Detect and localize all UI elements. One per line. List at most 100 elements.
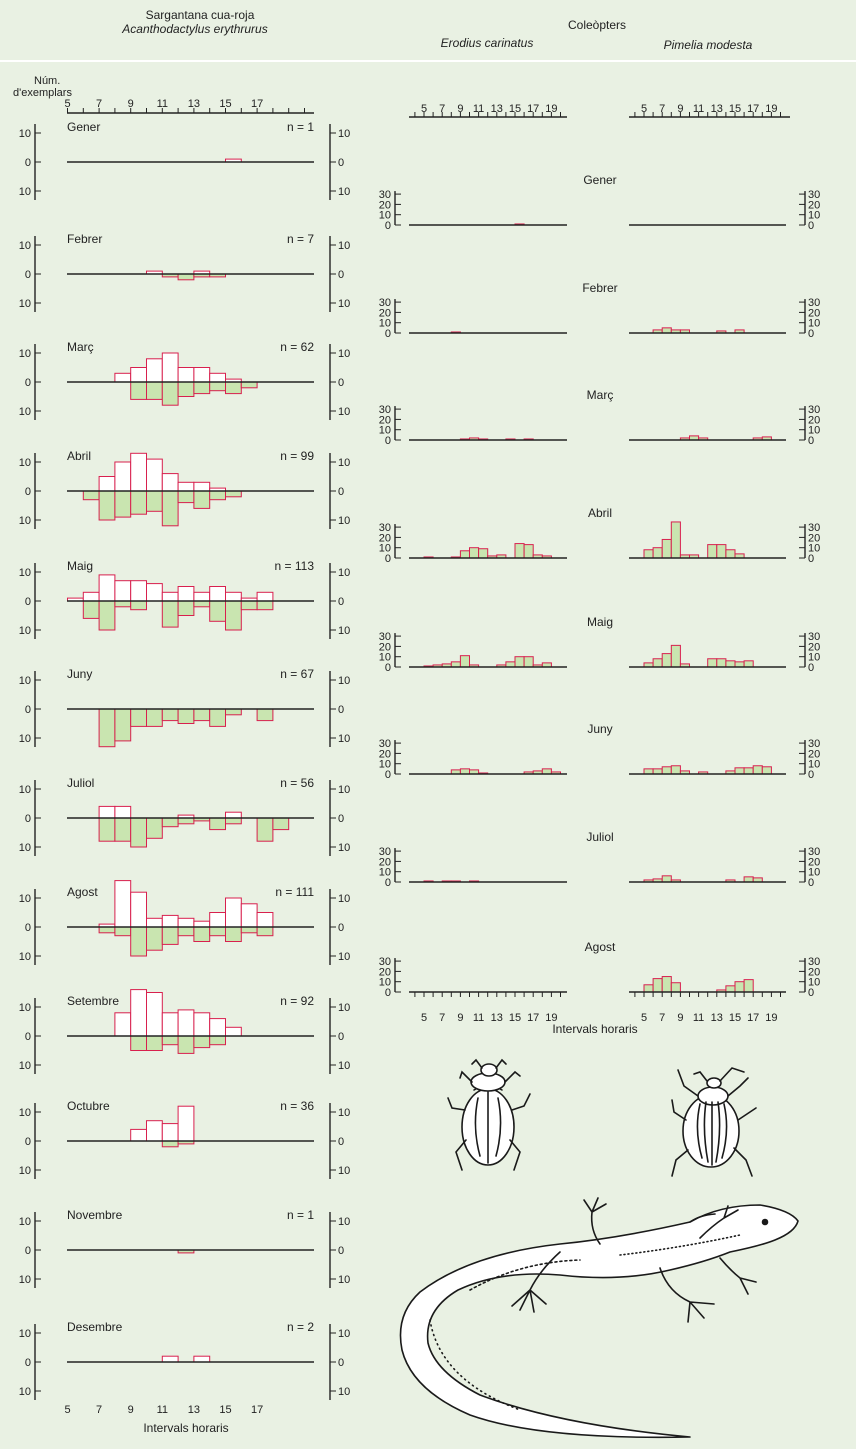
erodius-bar [450, 661, 461, 668]
lizard-bar-lower [146, 381, 163, 400]
pimelia-y-tick-label: 30 [808, 738, 820, 750]
lizard-left-tick-label: 10 [19, 1002, 31, 1014]
lizard-panel-desembre: 10 10 0 0 10 10 Desembre n = 2 [19, 1320, 350, 1400]
lizard-right-tick-label: 10 [338, 406, 350, 418]
lizard-bar-lower [209, 708, 226, 727]
lizard-right-tick-label: 10 [338, 1216, 350, 1228]
lizard-bar-lower [256, 600, 274, 611]
lizard-bar-upper [130, 1128, 147, 1142]
lizard-panel-setembre: 10 10 0 0 10 10 Setembre n = 92 [19, 989, 350, 1074]
lizard-top-tick-label: 5 [64, 98, 70, 110]
lizard-panel-maig: 10 10 0 0 10 10 Maig n = 113 [19, 559, 350, 639]
pimelia-y-tick-label: 20 [808, 414, 820, 426]
lizard-bottom-tick-label: 9 [128, 1404, 134, 1416]
lizard-bar-lower [146, 926, 163, 951]
erodius-top-tick-label: 11 [473, 103, 484, 115]
pimelia-y-tick-label: 30 [808, 189, 820, 201]
lizard-left-tick-label: 10 [19, 784, 31, 796]
erodius-top-tick-label: 9 [457, 103, 463, 115]
lizard-bar-lower [130, 1035, 147, 1051]
pimelia-bottom-tick-label: 11 [693, 1012, 704, 1024]
lizard-bar-lower [256, 708, 274, 722]
erodius-y-tick-label: 20 [379, 748, 391, 760]
lizard-right-tick-label: 10 [338, 298, 350, 310]
lizard-right-tick-label: 10 [338, 457, 350, 469]
lizard-right-tick-label: 10 [338, 733, 350, 745]
lizard-bar-upper [114, 1012, 132, 1037]
erodius-bottom-tick-label: 9 [457, 1012, 463, 1024]
pimelia-bar [670, 521, 681, 559]
lizard-bar-lower [98, 926, 116, 934]
beetle-panels: 5577991111131315151717191955779911111313… [379, 103, 821, 1036]
lizard-bar-lower [130, 708, 147, 727]
lizard-bar-lower [161, 708, 179, 722]
lizard-left-tick-label: 0 [25, 1031, 31, 1043]
erodius-bottom-tick-label: 11 [473, 1012, 484, 1024]
lizard-panels: 5 7 9 11 13 15 17 5 7 9 11 13 15 17 Intervals horaris 1… [19, 98, 351, 1435]
lizard-bar-lower [98, 600, 116, 631]
y-label-line-1: Núm. [34, 75, 60, 87]
lizard-top-tick-label: 15 [219, 98, 231, 110]
pimelia-y-tick-label: 20 [808, 532, 820, 544]
pimelia-y-tick-label: 20 [808, 641, 820, 653]
lizard-bar-upper [114, 880, 132, 928]
lizard-right-tick-label: 0 [338, 1031, 344, 1043]
lizard-bar-upper [177, 586, 195, 602]
lizard-left-tick-label: 10 [19, 567, 31, 579]
lizard-sample-size: n = 1 [287, 120, 314, 134]
erodius-beetle-illustration [447, 1058, 531, 1171]
lizard-right-tick-label: 0 [338, 1136, 344, 1148]
lizard-panel-març: 10 10 0 0 10 10 Març n = 62 [19, 340, 350, 420]
lizard-bar-upper [146, 992, 163, 1037]
lizard-bar-lower [193, 490, 211, 509]
erodius-y-tick-label: 0 [385, 662, 391, 674]
beetle-month-label: Juny [587, 722, 612, 736]
erodius-y-tick-label: 10 [379, 425, 391, 437]
pimelia-top-tick-label: 9 [677, 103, 683, 115]
erodius-bar [514, 656, 525, 668]
erodius-y-tick-label: 30 [379, 846, 391, 858]
lizard-bar-upper [209, 372, 226, 383]
lizard-bar-lower [256, 926, 274, 937]
lizard-right-tick-label: 0 [338, 157, 344, 169]
lizard-right-tick-label: 10 [338, 1002, 350, 1014]
lizard-bar-lower [209, 817, 226, 831]
lizard-bar-upper [114, 580, 132, 602]
erodius-bar [478, 548, 489, 559]
lizard-left-tick-label: 0 [25, 486, 31, 498]
pimelia-bar [752, 765, 763, 775]
pimelia-bar [652, 658, 663, 668]
lizard-top-tick-label: 9 [128, 98, 134, 110]
pimelia-top-tick-label: 15 [729, 103, 741, 115]
pimelia-y-tick-label: 0 [808, 328, 814, 340]
lizard-bar-lower [114, 708, 132, 742]
pimelia-bar [707, 658, 718, 668]
lizard-bar-lower [225, 926, 242, 942]
pimelia-y-tick-label: 10 [808, 759, 820, 771]
lizard-left-tick-label: 0 [25, 704, 31, 716]
pimelia-top-tick-label: 17 [747, 103, 759, 115]
erodius-y-tick-label: 0 [385, 987, 391, 999]
pimelia-bottom-tick-label: 9 [677, 1012, 683, 1024]
pimelia-bar [743, 979, 754, 993]
lizard-top-tick-label: 13 [188, 98, 200, 110]
lizard-bar-upper [130, 367, 147, 383]
lizard-bar-lower [98, 817, 116, 842]
erodius-bar [459, 550, 470, 559]
lizard-bar-lower [225, 708, 242, 716]
lizard-right-tick-label: 0 [338, 377, 344, 389]
erodius-y-tick-label: 0 [385, 435, 391, 447]
lizard-bar-lower [193, 926, 211, 942]
lizard-sample-size: n = 111 [275, 885, 314, 899]
lizard-bar-lower [177, 926, 195, 937]
lizard-bar-lower [225, 490, 242, 498]
pimelia-y-tick-label: 10 [808, 867, 820, 879]
lizard-left-tick-label: 10 [19, 951, 31, 963]
erodius-bar [541, 768, 552, 775]
lizard-bar-upper [161, 1355, 179, 1363]
lizard-bottom-tick-label: 5 [64, 1404, 70, 1416]
lizard-bar-lower [114, 490, 132, 518]
